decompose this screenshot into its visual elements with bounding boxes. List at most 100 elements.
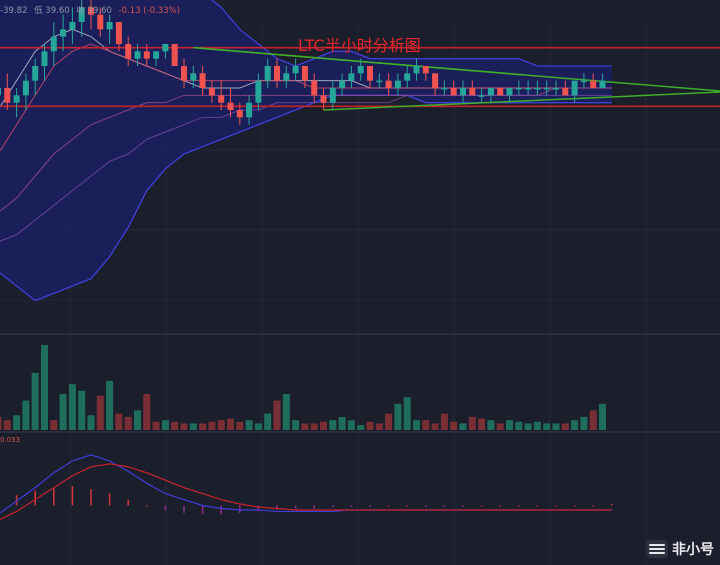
volume-bar	[180, 423, 188, 430]
volume-bar	[366, 421, 374, 430]
macd-histogram-bar	[369, 505, 371, 507]
candle-body	[227, 102, 234, 110]
candle-body	[506, 88, 513, 96]
macd-histogram-bar	[480, 505, 483, 507]
candle-body	[367, 66, 373, 81]
macd-histogram-bar	[201, 505, 204, 515]
trendline	[323, 91, 720, 111]
macd-histogram-bar	[164, 505, 167, 510]
volume-bar	[571, 420, 579, 430]
volume-bar	[450, 421, 458, 430]
macd-histogram-bar	[34, 490, 36, 506]
volume-bar	[357, 425, 365, 430]
macd-histogram-bar	[536, 505, 539, 507]
candle-body	[78, 7, 85, 22]
candle-body	[190, 73, 197, 81]
volume-bar	[254, 423, 262, 430]
volume-bar	[338, 416, 346, 430]
macd-histogram-bar	[332, 505, 334, 507]
candle-body	[283, 73, 290, 81]
volume-bar	[599, 403, 606, 430]
candle-body	[181, 66, 187, 81]
candle-body	[580, 80, 587, 83]
volume-bar	[106, 380, 114, 430]
macd-histogram-bar	[220, 505, 222, 515]
volume-bar	[478, 418, 486, 430]
macd-histogram-bar	[108, 493, 111, 506]
volume-bar	[487, 420, 495, 430]
volume-bar	[59, 394, 67, 430]
candle-body	[413, 66, 420, 74]
volume-bar	[134, 410, 141, 430]
volume-bar	[459, 423, 467, 430]
change-value: -0.13 (-0.33%)	[118, 6, 181, 16]
volume-bar	[431, 423, 439, 430]
macd-histogram-bar	[276, 505, 278, 510]
volume-bar	[320, 421, 327, 430]
volume-bar	[68, 384, 76, 430]
volume-bar	[264, 413, 272, 430]
volume-bar	[115, 413, 123, 430]
volume-bar	[468, 416, 476, 430]
candle-body	[199, 73, 206, 88]
volume-bar	[552, 423, 560, 430]
volume-bar	[375, 423, 383, 430]
macd-histogram-bar	[15, 495, 18, 506]
volume-bar	[227, 418, 234, 430]
volume-bar	[245, 420, 253, 430]
volume-bar	[143, 394, 151, 430]
volume-bar	[22, 400, 30, 430]
volume-bar	[301, 423, 309, 430]
volume-bar	[422, 420, 430, 430]
candle-body	[106, 22, 113, 30]
volume-bar	[329, 420, 337, 430]
volume-bar	[161, 420, 169, 430]
wallet-icon	[646, 540, 668, 558]
volume-bar	[515, 421, 523, 430]
candle-body	[4, 88, 11, 103]
candle-body	[134, 51, 141, 59]
close-value: 收 39.60	[76, 6, 112, 16]
candle-body	[13, 95, 20, 103]
volume-bar	[273, 400, 281, 430]
chart-title: LTC半小时分析图	[298, 36, 421, 55]
candle-body	[0, 88, 1, 96]
candle-body	[497, 88, 504, 96]
volume-bar	[152, 421, 160, 430]
candle-body	[255, 80, 262, 103]
macd-histogram-bar	[183, 505, 185, 513]
candle-body	[97, 14, 104, 30]
candle-body	[292, 66, 299, 74]
volume-bar	[347, 420, 355, 430]
volume-bar	[0, 416, 2, 430]
volume-bar	[50, 420, 58, 430]
candle-body	[404, 73, 411, 81]
candle-body	[41, 51, 48, 66]
trendline	[193, 46, 524, 76]
candle-body	[376, 80, 383, 83]
volume-bar	[189, 423, 197, 430]
macd-histogram-bar	[127, 499, 129, 506]
macd-histogram-bar	[406, 505, 408, 507]
watermark-text: 非小号	[672, 542, 714, 558]
candle-body	[60, 29, 67, 37]
volume-bar	[589, 410, 597, 430]
macd-histogram-bar	[146, 505, 148, 507]
volume-bar	[292, 420, 300, 430]
volume-bar	[543, 423, 551, 430]
candle-body	[88, 7, 94, 15]
volume-bar	[199, 423, 207, 430]
watermark: 非小号	[646, 539, 714, 559]
macd-label: 0.033	[0, 436, 21, 444]
volume-bar	[236, 421, 244, 430]
candle-body	[590, 80, 597, 88]
candle-body	[22, 80, 29, 96]
candle-body	[32, 66, 39, 81]
candle-body	[385, 80, 392, 88]
macd-histogram-bar	[573, 505, 576, 507]
candle-body	[357, 66, 364, 74]
volume-bar	[87, 415, 95, 430]
candle-body	[534, 88, 541, 90]
